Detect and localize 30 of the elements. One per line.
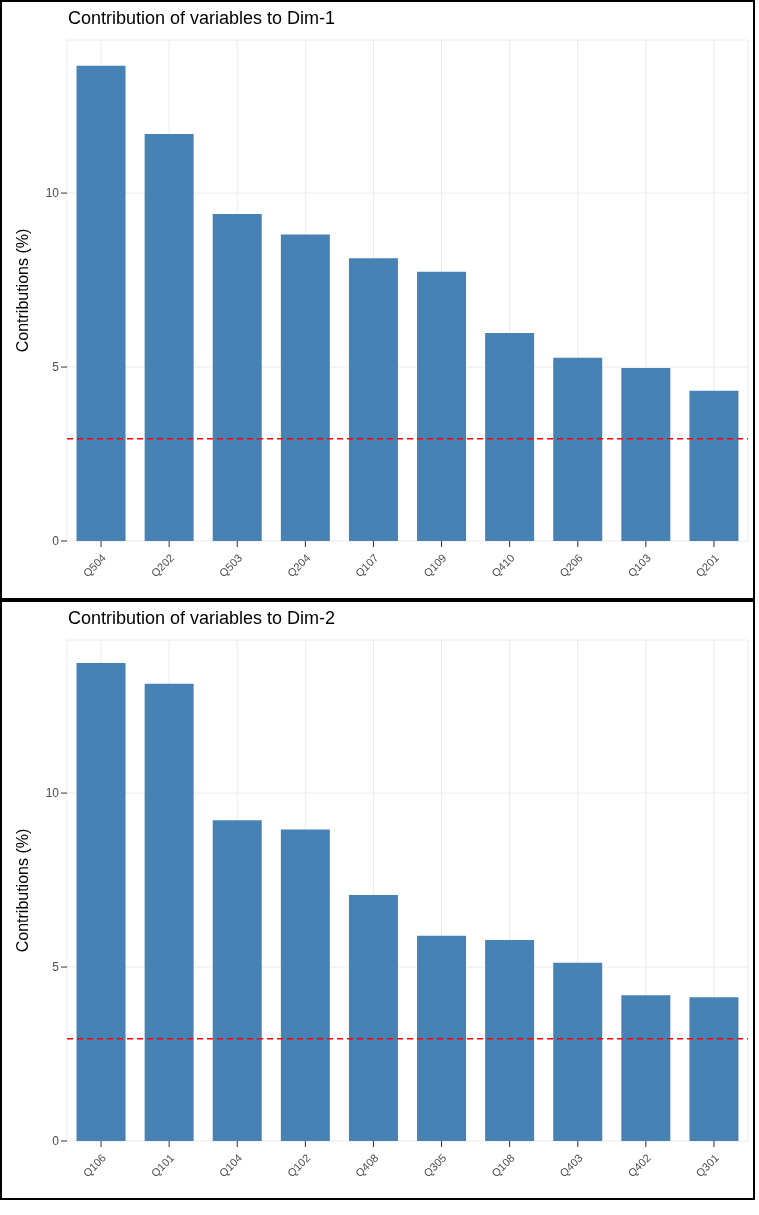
- bar: [144, 133, 194, 541]
- y-tick-label: 0: [52, 1134, 60, 1149]
- bar: [417, 271, 467, 541]
- bar: [553, 357, 603, 541]
- bar: [348, 258, 398, 541]
- chart-title: Contribution of variables to Dim-1: [68, 8, 336, 29]
- bar: [212, 213, 262, 541]
- bar: [485, 332, 535, 541]
- y-tick-label: 0: [52, 534, 60, 549]
- bar: [212, 820, 262, 1141]
- bar: [348, 895, 398, 1141]
- bar: [553, 962, 603, 1141]
- bar: [485, 939, 535, 1141]
- y-axis-title: Contributions (%): [13, 228, 31, 353]
- bar: [144, 683, 194, 1141]
- y-tick-label: 5: [52, 360, 60, 375]
- bar: [689, 390, 739, 541]
- y-tick-label: 10: [45, 186, 60, 201]
- bar: [417, 935, 467, 1141]
- chart-title: Contribution of variables to Dim-2: [68, 608, 336, 629]
- bar: [76, 65, 126, 541]
- bar: [621, 368, 671, 541]
- y-tick-label: 10: [45, 786, 60, 801]
- bar: [689, 997, 739, 1141]
- bar: [280, 829, 330, 1141]
- bar: [76, 662, 126, 1141]
- bar: [621, 995, 671, 1141]
- y-axis-title: Contributions (%): [13, 828, 31, 953]
- bar: [280, 234, 330, 541]
- y-tick-label: 5: [52, 960, 60, 975]
